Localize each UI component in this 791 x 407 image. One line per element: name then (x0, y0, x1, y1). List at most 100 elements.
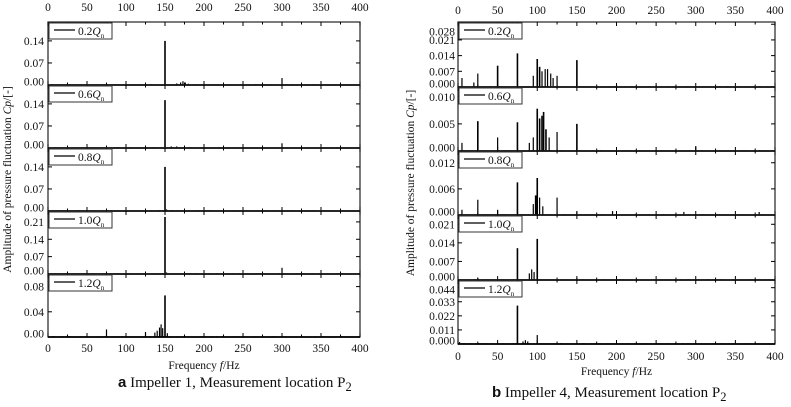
x-tick-label-top: 0 (455, 5, 461, 17)
x-tick-label-bottom: 200 (608, 351, 626, 363)
caption-a-sub: 2 (345, 380, 352, 394)
legend-label: 0.8Qn (488, 155, 515, 169)
legend: 1.0Qn (458, 215, 523, 233)
x-tick-label-bottom: 0 (45, 343, 51, 355)
legend-box (48, 211, 113, 229)
y-tick-label: 0.07 (24, 184, 44, 196)
y-tick-label: 0.14 (24, 36, 44, 48)
y-tick-label: 0.14 (24, 162, 44, 174)
legend: 1.2Qn (458, 280, 523, 298)
legend-box (458, 280, 523, 298)
caption-b: b Impeller 4, Measurement location P2 (492, 384, 727, 406)
y-tick-label: 0.00 (24, 329, 44, 341)
x-tick-label-bottom: 200 (195, 343, 213, 355)
x-tick-label-top: 0 (45, 2, 51, 14)
x-tick-label-bottom: 150 (156, 343, 174, 355)
y-tick-label: 0.000 (429, 272, 455, 284)
legend: 0.8Qn (458, 151, 523, 169)
y-tick-label: 0.07 (24, 121, 44, 133)
y-tick-label: 0.000 (429, 207, 455, 219)
legend: 0.2Qn (458, 22, 523, 40)
y-tick-label: 0.044 (429, 285, 455, 297)
legend: 0.8Qn (48, 148, 113, 166)
caption-a: a Impeller 1, Measurement location P2 (118, 374, 352, 396)
x-tick-label-top: 300 (273, 2, 291, 14)
caption-b-text: Impeller 4, Measurement location P (504, 385, 721, 401)
y-tick-label: 0.000 (429, 336, 455, 348)
legend-box (48, 274, 113, 292)
x-tick-label-bottom: 150 (568, 351, 586, 363)
caption-b-sub: 2 (720, 390, 727, 404)
legend-label: 0.6Qn (78, 89, 105, 103)
y-tick-label: 0.028 (429, 27, 455, 39)
legend-label: 1.0Qn (488, 219, 515, 233)
caption-b-letter: b (492, 384, 502, 401)
caption-a-text: Impeller 1, Measurement location P (130, 375, 346, 391)
legend: 1.0Qn (48, 211, 113, 229)
y-tick-label: 0.010 (429, 92, 455, 104)
y-axis-label: Amplitude of pressure fluctuation Cp/[-] (405, 90, 417, 277)
panel-08Qn: 0.00 0.07 0.14 0.8Qn (24, 147, 361, 215)
chart-a: 0 0 50 50 100 100 150 150 200 200 250 250 300 300 350 3… (2, 2, 369, 372)
x-tick-label-bottom: 400 (351, 343, 369, 355)
y-tick-label: 0.006 (429, 184, 455, 196)
panel-10Qn: 0.000 0.007 0.014 0.021 1.0Qn (429, 214, 776, 284)
x-tick-label-top: 300 (687, 5, 705, 17)
x-tick-label-bottom: 300 (273, 343, 291, 355)
legend: 1.2Qn (48, 274, 113, 292)
y-tick-label: 0.005 (429, 119, 455, 131)
x-tick-label-bottom: 100 (117, 343, 135, 355)
x-tick-label-top: 250 (648, 5, 666, 17)
x-tick-label-top: 50 (492, 5, 504, 17)
x-tick-label-top: 350 (312, 2, 330, 14)
legend-label: 1.2Qn (78, 278, 105, 292)
x-tick-label-bottom: 0 (455, 351, 461, 363)
x-tick-label-top: 400 (351, 2, 369, 14)
y-tick-label: 0.022 (429, 311, 455, 323)
y-tick-label: 0.14 (24, 234, 44, 246)
x-tick-label-top: 200 (195, 2, 213, 14)
y-tick-label: 0.04 (24, 307, 44, 319)
x-axis-label: Frequency f/Hz (581, 366, 652, 378)
x-tick-label-bottom: 50 (81, 343, 93, 355)
legend: 0.2Qn (48, 22, 113, 40)
legend-label: 1.2Qn (488, 284, 515, 298)
y-tick-label: 0.14 (24, 99, 44, 111)
x-tick-label-bottom: 350 (727, 351, 745, 363)
panel-06Qn: 0.000 0.005 0.010 0.6Qn (429, 86, 776, 155)
panel-08Qn: 0.000 0.006 0.012 0.8Qn (429, 150, 776, 219)
y-tick-label: 0.007 (429, 66, 455, 78)
y-tick-label: 0.07 (24, 252, 44, 264)
x-tick-label-top: 350 (727, 5, 745, 17)
x-tick-label-bottom: 100 (529, 351, 547, 363)
legend-label: 0.2Qn (78, 26, 105, 40)
x-tick-label-bottom: 250 (234, 343, 252, 355)
legend: 0.6Qn (458, 87, 523, 105)
x-tick-label-top: 50 (81, 2, 93, 14)
y-tick-label: 0.011 (430, 325, 456, 337)
panel-10Qn: 0.00 0.07 0.14 0.21 1.0Qn (24, 210, 361, 278)
x-tick-label-bottom: 350 (312, 343, 330, 355)
y-tick-label: 0.014 (429, 238, 455, 250)
y-tick-label: 0.00 (24, 266, 44, 278)
panel-06Qn: 0.00 0.07 0.14 0.6Qn (24, 84, 361, 152)
y-tick-label: 0.21 (24, 217, 44, 229)
legend: 0.6Qn (48, 85, 113, 103)
y-tick-label: 0.00 (24, 203, 44, 215)
x-tick-label-top: 100 (117, 2, 135, 14)
y-tick-label: 0.000 (429, 79, 455, 91)
x-tick-label-top: 400 (766, 5, 784, 17)
y-axis-label: Amplitude of pressure fluctuation Cp/[-] (2, 86, 14, 273)
x-tick-label-bottom: 50 (492, 351, 504, 363)
x-tick-label-top: 150 (568, 5, 586, 17)
legend-box (48, 148, 113, 166)
y-tick-label: 0.007 (429, 256, 455, 268)
y-tick-label: 0.000 (429, 143, 455, 155)
y-tick-label: 0.033 (429, 297, 455, 309)
legend-box (48, 22, 113, 40)
panel-02Qn: 0.00 0.07 0.14 0.2Qn (24, 21, 361, 89)
y-tick-label: 0.014 (429, 51, 455, 63)
